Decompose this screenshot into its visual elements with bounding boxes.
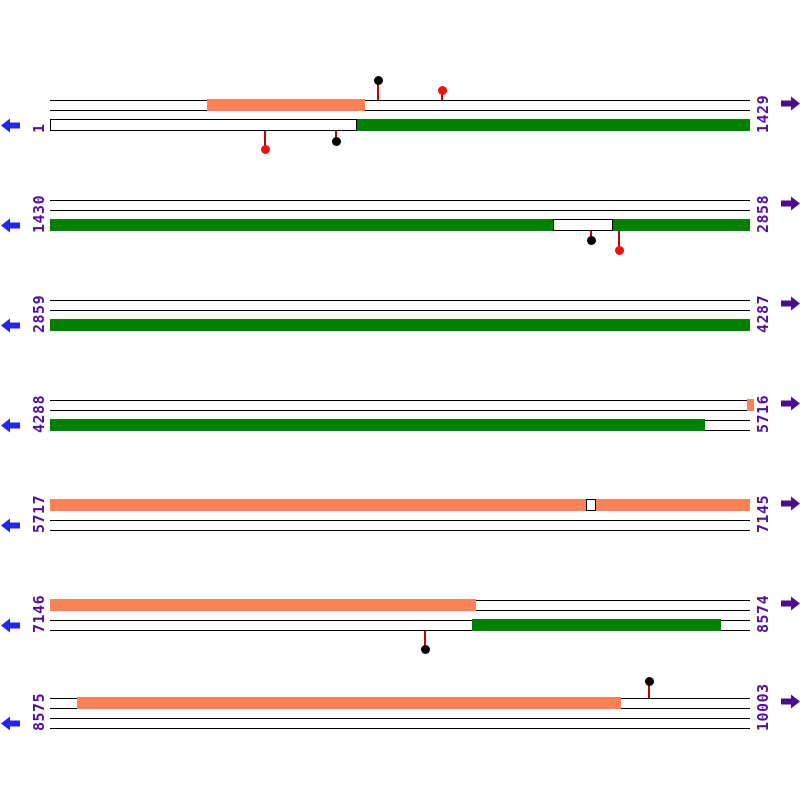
reverse-gene-bar bbox=[50, 319, 750, 331]
reverse-strand-arrow-icon bbox=[1, 318, 20, 333]
forward-gene-bar bbox=[747, 399, 754, 411]
reverse-gene-bar bbox=[357, 119, 750, 131]
frame-line bbox=[50, 400, 750, 401]
reverse-strand-arrow-icon bbox=[1, 118, 20, 133]
reverse-gene-bar bbox=[50, 419, 705, 431]
black-marker-dot-icon bbox=[420, 644, 430, 654]
frame-line bbox=[50, 630, 750, 631]
marker-stem bbox=[441, 93, 443, 100]
forward-gene-bar bbox=[596, 499, 750, 511]
marker-stem bbox=[335, 131, 337, 138]
forward-strand-arrow-icon bbox=[781, 396, 800, 411]
frame-line bbox=[50, 100, 750, 101]
marker-stem bbox=[590, 231, 592, 237]
reverse-gene-bar bbox=[50, 219, 553, 231]
frame-line bbox=[50, 210, 750, 211]
forward-strand-arrow-icon bbox=[781, 96, 800, 111]
reverse-strand-arrow-icon bbox=[1, 218, 20, 233]
gap-box bbox=[553, 219, 613, 231]
reverse-strand-arrow-icon bbox=[1, 518, 20, 533]
start-coordinate-label: 8575 bbox=[30, 692, 48, 731]
forward-strand-arrow-icon bbox=[781, 196, 800, 211]
forward-gene-bar bbox=[207, 99, 365, 111]
marker-stem bbox=[377, 83, 379, 100]
marker-stem bbox=[424, 631, 426, 646]
frame-line bbox=[50, 520, 750, 521]
marker-stem bbox=[618, 231, 620, 247]
frame-line bbox=[50, 620, 750, 621]
frame-line bbox=[50, 410, 750, 411]
forward-strand-arrow-icon bbox=[781, 296, 800, 311]
frame-line bbox=[50, 310, 750, 311]
end-coordinate-label: 10003 bbox=[754, 683, 772, 731]
frame-line bbox=[50, 200, 750, 201]
forward-strand-arrow-icon bbox=[781, 496, 800, 511]
forward-gene-bar bbox=[50, 499, 586, 511]
forward-strand-arrow-icon bbox=[781, 596, 800, 611]
reverse-strand-arrow-icon bbox=[1, 716, 20, 731]
frame-line bbox=[50, 718, 750, 719]
frame-line bbox=[50, 530, 750, 531]
marker-stem bbox=[648, 684, 650, 698]
frame-line bbox=[50, 728, 750, 729]
black-marker-dot-icon bbox=[586, 235, 596, 245]
reverse-strand-arrow-icon bbox=[1, 618, 20, 633]
reverse-gene-bar bbox=[613, 219, 750, 231]
frame-line bbox=[50, 300, 750, 301]
red-marker-dot-icon bbox=[437, 85, 447, 95]
reverse-strand-arrow-icon bbox=[1, 418, 20, 433]
red-marker-dot-icon bbox=[260, 144, 270, 154]
black-marker-dot-icon bbox=[331, 136, 341, 146]
forward-gene-bar bbox=[77, 697, 621, 709]
forward-strand-arrow-icon bbox=[781, 694, 800, 709]
black-marker-dot-icon bbox=[644, 676, 654, 686]
marker-stem bbox=[264, 131, 266, 146]
reverse-gene-bar bbox=[472, 619, 721, 631]
forward-gene-bar bbox=[50, 599, 476, 611]
gap-box bbox=[586, 499, 596, 511]
gap-box bbox=[50, 119, 357, 131]
frame-line bbox=[50, 110, 750, 111]
red-marker-dot-icon bbox=[614, 245, 624, 255]
black-marker-dot-icon bbox=[373, 75, 383, 85]
